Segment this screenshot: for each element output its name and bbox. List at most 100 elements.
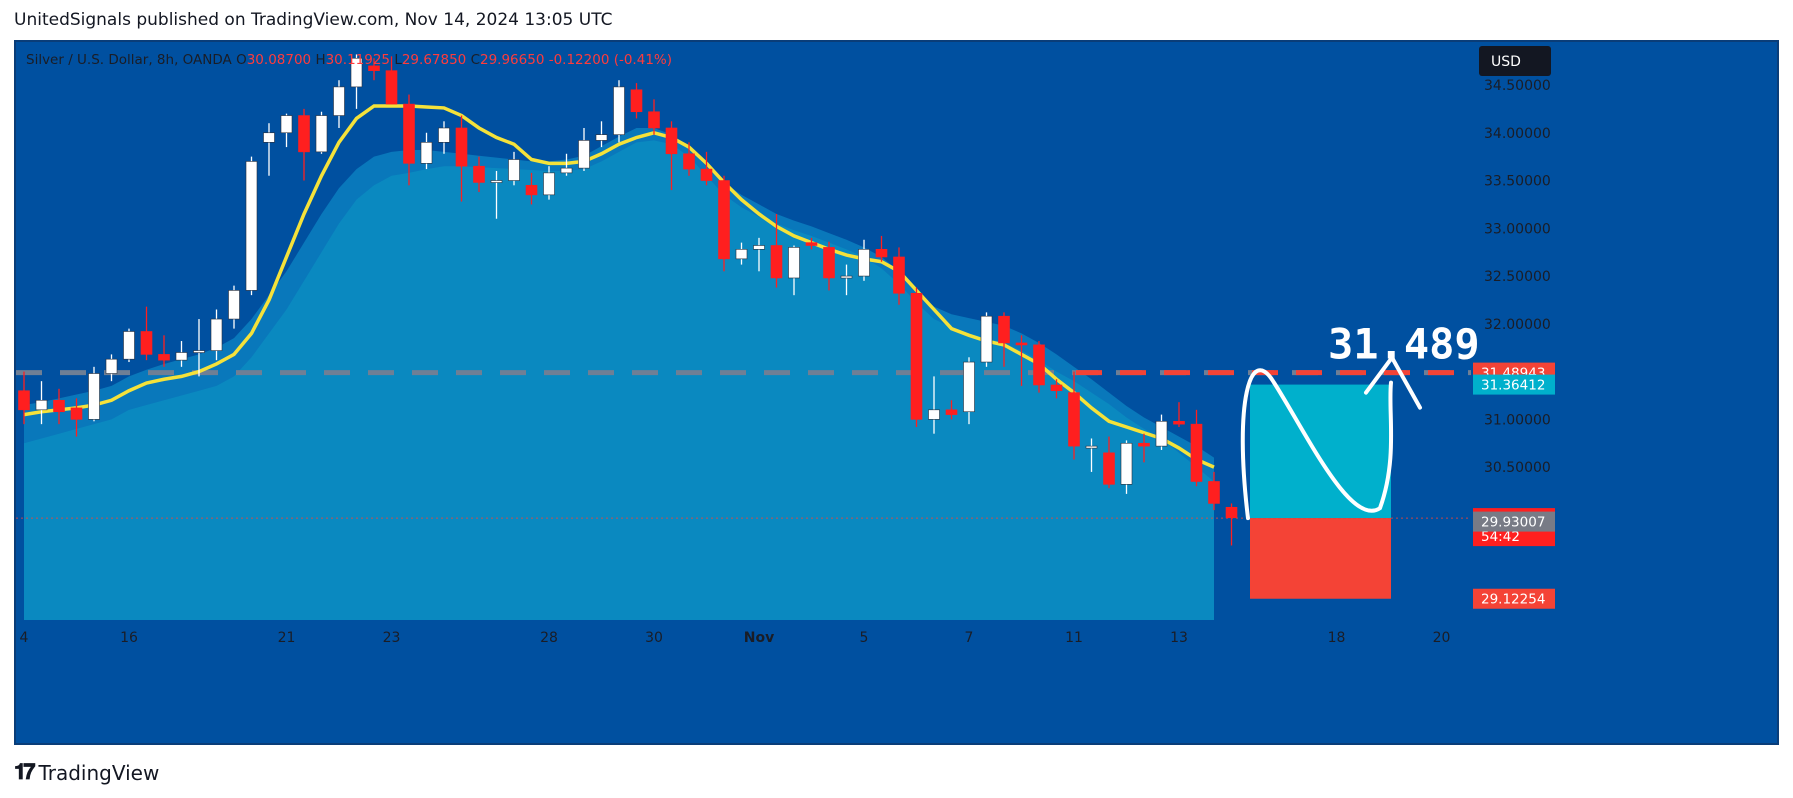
candle: [158, 335, 170, 367]
candle-body: [1208, 481, 1220, 504]
candle-body: [490, 180, 503, 183]
candle: [893, 247, 905, 305]
candle-body: [368, 65, 380, 71]
x-tick-label: 20: [1433, 630, 1451, 646]
candle-body: [105, 358, 118, 374]
candle-body: [315, 115, 328, 153]
candle-body: [735, 249, 748, 260]
y-tick-label: 32.00000: [1484, 317, 1551, 333]
y-tick-label: 34.00000: [1484, 126, 1551, 142]
candle-body: [823, 247, 835, 279]
x-tick-label: Nov: [744, 630, 774, 646]
candle: [648, 99, 660, 135]
candle: [1050, 379, 1063, 399]
candle: [490, 170, 503, 219]
candle: [613, 80, 625, 143]
candle: [560, 153, 573, 176]
candle: [910, 287, 923, 428]
currency-badge-bg: [1479, 46, 1551, 76]
price-tag-bg: [1473, 511, 1555, 532]
x-tick-label: 21: [278, 630, 296, 646]
candle-body: [35, 399, 48, 411]
y-tick-label: 33.00000: [1484, 221, 1551, 237]
candle-body: [1138, 442, 1150, 447]
x-tick-label: 5: [860, 630, 869, 646]
price-tag-countdown: 54:42: [1481, 529, 1520, 545]
tradingview-logo-icon: 𝟏𝟕: [14, 760, 36, 785]
candle: [1208, 471, 1220, 511]
footer-brand-label: TradingView: [38, 760, 160, 785]
candle: [385, 56, 398, 105]
candle-body: [455, 127, 468, 167]
candle-body: [280, 115, 293, 134]
candle-body: [438, 127, 450, 143]
candle-body: [228, 290, 240, 320]
candle-body: [1033, 344, 1045, 386]
candle: [945, 400, 958, 420]
price-chart[interactable]: 31.489 Silver / U.S. Dollar, 8h, OANDA O3…: [16, 42, 1777, 743]
candle-body: [263, 132, 275, 143]
candle-body: [245, 161, 258, 291]
candle: [1225, 503, 1238, 546]
candle-body: [980, 315, 993, 363]
candle-body: [350, 57, 363, 88]
candle-body: [1120, 442, 1133, 485]
candle-body: [123, 331, 135, 360]
price-tag-label: 31.36412: [1481, 378, 1545, 394]
candle-body: [910, 292, 923, 420]
candle: [228, 285, 240, 329]
candle: [368, 58, 380, 81]
projection-label: 31.489: [1328, 320, 1480, 369]
candle: [298, 108, 310, 181]
indicator-cloud: [24, 140, 1214, 620]
candle-body: [1050, 384, 1063, 392]
candle: [53, 388, 65, 425]
candle: [718, 175, 730, 272]
candle-body: [53, 399, 65, 413]
candle: [193, 319, 205, 377]
candle-body: [998, 315, 1010, 344]
candle: [508, 151, 520, 186]
candle: [210, 309, 223, 361]
candle: [70, 398, 83, 437]
candle-body: [1015, 342, 1028, 346]
ohlc-legend-part: O: [236, 52, 247, 68]
price-tag-bg: [1473, 374, 1555, 395]
candle-body: [578, 140, 590, 169]
footer-brand[interactable]: 𝟏𝟕 TradingView: [14, 760, 159, 785]
candle: [735, 242, 748, 265]
candle: [683, 142, 695, 176]
price-tag: 29.93007: [1473, 511, 1555, 532]
candle: [578, 127, 590, 171]
candle: [1015, 335, 1028, 386]
candle-body: [473, 165, 485, 183]
x-tick-label: 7: [965, 630, 974, 646]
candle: [630, 83, 643, 119]
candle-body: [963, 361, 975, 413]
candle-body: [1190, 423, 1203, 482]
candle: [350, 54, 363, 109]
candle-body: [420, 142, 433, 164]
x-tick-label: 4: [20, 630, 29, 646]
candle: [1085, 438, 1098, 472]
x-tick-label: 11: [1065, 630, 1083, 646]
chart-panel[interactable]: 31.489 Silver / U.S. Dollar, 8h, OANDA O3…: [14, 40, 1779, 745]
candle: [1120, 440, 1133, 494]
candle: [473, 156, 485, 192]
y-tick-label: 33.50000: [1484, 174, 1551, 190]
candle: [963, 357, 975, 425]
candle-body: [508, 159, 520, 181]
ohlc-legend-part: L: [394, 52, 402, 68]
ohlc-legend: Silver / U.S. Dollar, 8h, OANDA O30.0870…: [26, 52, 672, 68]
candle: [333, 80, 345, 128]
candle-body: [875, 249, 888, 258]
candle-body: [525, 185, 538, 196]
candle-body: [193, 350, 205, 353]
candle-body: [928, 409, 940, 420]
candle-body: [385, 70, 398, 105]
candle-body: [70, 407, 83, 420]
candle-body: [1155, 420, 1168, 447]
candle-body: [1068, 392, 1080, 447]
y-tick-label: 30.50000: [1484, 460, 1551, 476]
candle: [1138, 433, 1150, 463]
